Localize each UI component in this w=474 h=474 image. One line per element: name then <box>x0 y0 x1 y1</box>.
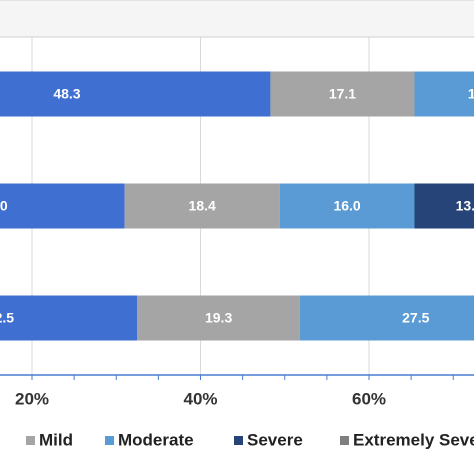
legend-label: Mild <box>39 430 73 449</box>
legend-swatch <box>234 436 243 445</box>
bar-segment <box>0 183 125 229</box>
x-tick-label: 20% <box>15 389 49 408</box>
data-label: 15.9 <box>468 86 474 102</box>
data-label: 48.3 <box>53 86 80 102</box>
bar-segment <box>414 71 474 117</box>
data-label: 32.5 <box>0 310 14 326</box>
legend-label: Extremely Severe <box>353 430 474 449</box>
legend-swatch <box>105 436 114 445</box>
data-label: 27.5 <box>402 310 429 326</box>
data-label: 17.1 <box>329 86 356 102</box>
data-label: 31.0 <box>0 198 8 214</box>
data-label: 13.0 <box>456 198 474 214</box>
bar-segment <box>279 183 415 229</box>
bar-segment <box>0 295 138 341</box>
data-label: 19.3 <box>205 310 232 326</box>
bar-segment <box>270 71 415 117</box>
x-tick-label: 60% <box>352 389 386 408</box>
legend-label: Moderate <box>118 430 194 449</box>
x-tick-label: 40% <box>183 389 217 408</box>
header-strip <box>0 0 474 38</box>
bar-segment <box>299 295 474 341</box>
legend-swatch <box>340 436 349 445</box>
data-label: 18.4 <box>189 198 216 214</box>
legend-swatch <box>26 436 35 445</box>
data-label: 16.0 <box>333 198 360 214</box>
bar-segment <box>0 71 271 117</box>
legend-label: Severe <box>247 430 303 449</box>
bar-segment <box>414 183 474 229</box>
bar-segment <box>137 295 300 341</box>
bar-segment <box>124 183 280 229</box>
